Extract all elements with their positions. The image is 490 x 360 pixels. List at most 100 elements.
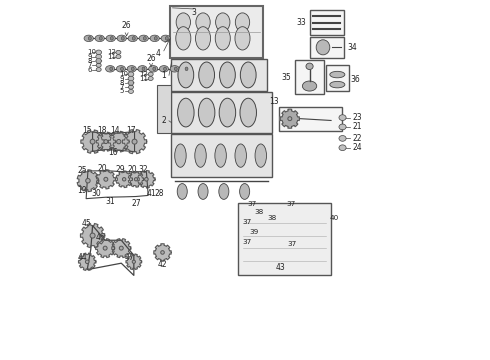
Ellipse shape	[306, 63, 313, 69]
Ellipse shape	[122, 37, 124, 40]
Ellipse shape	[127, 66, 136, 72]
Ellipse shape	[116, 55, 121, 59]
Ellipse shape	[240, 184, 250, 199]
Ellipse shape	[159, 66, 169, 72]
Ellipse shape	[121, 67, 123, 71]
Text: 1: 1	[161, 71, 166, 80]
Ellipse shape	[128, 85, 133, 89]
Text: 34: 34	[347, 43, 357, 52]
Ellipse shape	[96, 63, 101, 67]
Polygon shape	[81, 130, 104, 153]
Bar	[310, 10, 343, 35]
Ellipse shape	[90, 233, 95, 238]
Polygon shape	[122, 130, 147, 154]
Ellipse shape	[215, 27, 230, 50]
Ellipse shape	[181, 66, 190, 72]
Text: 27: 27	[132, 199, 142, 208]
Ellipse shape	[145, 177, 148, 181]
Polygon shape	[96, 58, 101, 63]
Ellipse shape	[316, 40, 330, 55]
Ellipse shape	[235, 13, 250, 32]
Text: 8: 8	[87, 58, 92, 64]
Polygon shape	[108, 131, 129, 152]
Polygon shape	[78, 253, 96, 270]
Text: 41: 41	[147, 189, 157, 198]
Ellipse shape	[198, 98, 215, 127]
Ellipse shape	[339, 135, 346, 141]
Ellipse shape	[330, 71, 345, 78]
Ellipse shape	[240, 98, 256, 127]
Ellipse shape	[150, 35, 159, 41]
Ellipse shape	[84, 35, 94, 41]
Text: 37: 37	[286, 201, 295, 207]
Ellipse shape	[219, 184, 229, 199]
Ellipse shape	[106, 35, 115, 41]
Text: 28: 28	[154, 189, 164, 198]
Text: 25: 25	[78, 166, 87, 175]
Text: 8: 8	[120, 80, 124, 86]
Text: 6: 6	[87, 67, 92, 73]
Text: 37: 37	[243, 239, 252, 245]
Ellipse shape	[96, 68, 101, 72]
Ellipse shape	[176, 13, 191, 32]
Text: 36: 36	[350, 75, 360, 84]
Text: 14: 14	[110, 126, 120, 135]
Text: 11: 11	[139, 76, 148, 81]
Ellipse shape	[128, 89, 133, 94]
Ellipse shape	[153, 67, 156, 71]
Text: 12: 12	[107, 49, 116, 55]
Bar	[172, 92, 272, 134]
Ellipse shape	[175, 144, 186, 167]
Text: 38: 38	[267, 215, 276, 221]
Ellipse shape	[177, 184, 187, 199]
Polygon shape	[128, 80, 134, 85]
Ellipse shape	[235, 27, 250, 50]
Ellipse shape	[128, 76, 134, 81]
Ellipse shape	[86, 179, 90, 183]
Ellipse shape	[131, 67, 134, 71]
Ellipse shape	[85, 260, 89, 264]
Text: 43: 43	[276, 263, 286, 272]
Ellipse shape	[96, 50, 101, 55]
Text: 47: 47	[124, 253, 134, 262]
Text: 10: 10	[87, 49, 96, 55]
Polygon shape	[96, 239, 115, 257]
Ellipse shape	[164, 67, 167, 71]
Text: 29: 29	[116, 165, 125, 174]
Text: 5: 5	[120, 89, 124, 94]
Text: 16: 16	[108, 148, 118, 157]
Text: 20: 20	[97, 164, 107, 173]
Text: 37: 37	[242, 219, 251, 225]
Ellipse shape	[148, 77, 153, 81]
Text: 17: 17	[126, 126, 136, 135]
Polygon shape	[112, 239, 131, 257]
Text: 10: 10	[120, 71, 128, 77]
Ellipse shape	[148, 72, 153, 76]
Ellipse shape	[177, 98, 194, 127]
Polygon shape	[280, 109, 299, 128]
Ellipse shape	[176, 27, 191, 50]
Ellipse shape	[132, 139, 137, 144]
Ellipse shape	[174, 67, 177, 71]
Text: 38: 38	[255, 209, 264, 215]
Ellipse shape	[103, 246, 107, 250]
Bar	[172, 134, 272, 177]
Polygon shape	[128, 171, 144, 187]
Ellipse shape	[110, 37, 113, 40]
Text: 37: 37	[247, 201, 257, 207]
Bar	[157, 85, 171, 134]
Polygon shape	[97, 132, 116, 151]
Polygon shape	[80, 224, 105, 248]
Text: 20: 20	[127, 165, 137, 174]
Ellipse shape	[90, 139, 95, 144]
Ellipse shape	[185, 67, 188, 71]
Ellipse shape	[119, 246, 123, 250]
Ellipse shape	[199, 62, 215, 88]
Ellipse shape	[196, 13, 210, 32]
Ellipse shape	[198, 184, 208, 199]
Text: 7: 7	[120, 84, 124, 90]
Ellipse shape	[96, 54, 101, 59]
Text: 2: 2	[161, 116, 166, 125]
Ellipse shape	[219, 98, 236, 127]
Ellipse shape	[288, 117, 292, 121]
